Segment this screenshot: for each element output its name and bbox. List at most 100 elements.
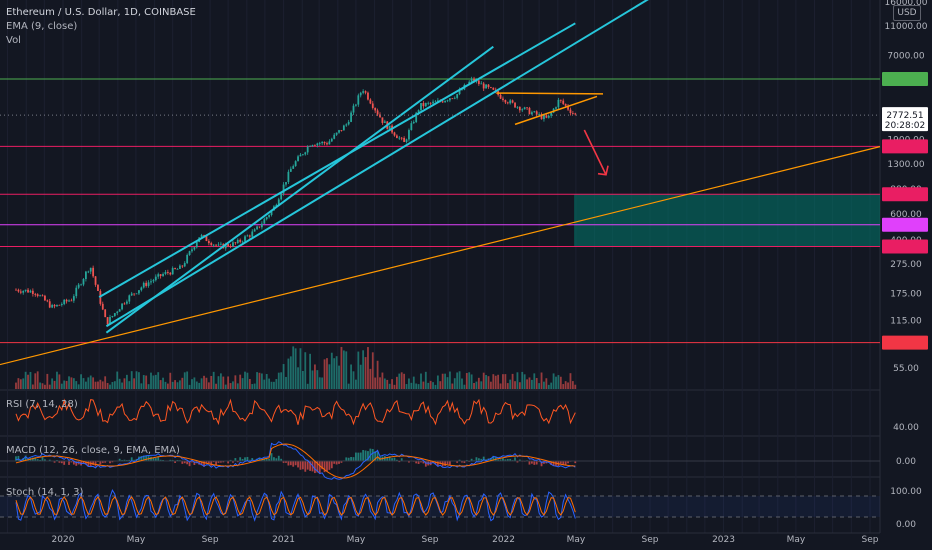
volume-bar <box>166 383 169 389</box>
macd-bar <box>140 456 143 462</box>
candle-body <box>56 304 58 307</box>
volume-bar <box>342 350 345 389</box>
candle-body <box>130 293 133 296</box>
rsi-label[interactable]: RSI (7, 14, 28) <box>6 399 78 410</box>
volume-bar <box>499 383 502 389</box>
candle-body <box>44 295 46 301</box>
candle-body <box>179 265 181 269</box>
currency-button[interactable]: USD <box>893 5 921 21</box>
macd-bar <box>318 461 321 474</box>
macd-bar <box>234 458 237 462</box>
candle-body <box>347 121 350 125</box>
macd-bar <box>44 459 46 462</box>
macd-label[interactable]: MACD (12, 26, close, 9, EMA, EMA) <box>6 445 180 456</box>
volume-bar <box>506 383 509 389</box>
macd-bar <box>200 461 203 466</box>
candle-body <box>111 315 114 317</box>
volume-bar <box>473 382 475 389</box>
macd-bar <box>193 461 196 465</box>
stoch-tick-label: 0.00 <box>896 520 916 530</box>
volume-bar <box>449 371 451 389</box>
volume-bar <box>530 379 533 389</box>
candle-body <box>282 184 285 194</box>
candle-body <box>477 80 480 84</box>
candle-body <box>461 89 463 91</box>
candle-body <box>75 287 78 297</box>
volume-bar <box>48 384 51 389</box>
candle-body <box>412 122 415 124</box>
macd-bar <box>301 461 304 470</box>
volume-bar <box>574 384 577 389</box>
volume-bar <box>323 359 326 389</box>
volume-bar <box>562 384 565 389</box>
macd-bar <box>326 461 328 472</box>
volume-bar <box>176 382 179 389</box>
ema-legend[interactable]: EMA (9, close) <box>6 21 78 32</box>
candle-body <box>357 95 360 105</box>
candle-body <box>359 92 362 96</box>
volume-legend[interactable]: Vol <box>6 35 21 46</box>
macd-bar <box>277 455 280 462</box>
macd-signal-line <box>15 443 576 479</box>
macd-bar <box>463 461 466 463</box>
macd-bar <box>518 459 521 462</box>
channel-extension-line <box>105 0 649 328</box>
stoch-label[interactable]: Stoch (14, 1, 3) <box>6 487 84 498</box>
volume-bar <box>523 374 526 389</box>
volume-bar <box>340 346 343 389</box>
candle-body <box>248 235 251 237</box>
rsi-line <box>15 398 576 426</box>
candle-body <box>287 171 290 183</box>
volume-bar <box>509 379 512 389</box>
volume-bar <box>477 377 480 389</box>
candle-body <box>355 104 357 106</box>
volume-bar <box>113 381 116 389</box>
candle-body <box>304 152 307 155</box>
volume-bar <box>51 378 54 389</box>
volume-bar <box>408 378 410 389</box>
candle-body <box>106 317 109 325</box>
last-price-label: 2772.51 <box>886 111 923 121</box>
macd-line <box>15 441 576 480</box>
candle-body <box>502 98 504 101</box>
candle-body <box>159 274 162 276</box>
macd-bar <box>408 461 410 463</box>
candle-body <box>241 241 244 243</box>
candle-body <box>234 242 237 244</box>
macd-bar <box>314 461 316 474</box>
macd-bar <box>574 461 577 464</box>
volume-bar <box>514 381 516 389</box>
rsi-tick-label: 40.00 <box>893 423 919 433</box>
candle-body <box>299 154 302 157</box>
candle-body <box>188 251 191 255</box>
macd-bar <box>470 458 473 462</box>
candle-body <box>270 210 273 215</box>
macd-bar <box>183 461 186 464</box>
volume-bar <box>314 364 316 389</box>
macd-bar <box>236 461 239 463</box>
candle-body <box>113 313 116 316</box>
last-price-tag <box>882 107 928 132</box>
volume-bar <box>222 376 225 389</box>
volume-bar <box>89 375 92 389</box>
volume-bar <box>304 352 307 389</box>
candle-body <box>251 231 254 237</box>
macd-bar <box>439 461 442 465</box>
volume-bar <box>571 381 574 389</box>
candle-body <box>183 263 186 267</box>
candle-body <box>135 293 138 295</box>
macd-bar <box>246 456 249 462</box>
macd-bar <box>157 456 160 462</box>
volume-bar <box>152 375 155 389</box>
candle-body <box>449 98 451 101</box>
volume-bar <box>220 373 222 389</box>
macd-bar <box>191 461 193 463</box>
price-tick-label: 175.00 <box>890 289 922 299</box>
macd-bar <box>72 461 75 465</box>
candle-body <box>470 78 473 82</box>
candle-body <box>374 107 377 111</box>
candle-body <box>294 161 297 167</box>
volume-bar <box>44 384 46 389</box>
candle-body <box>82 279 85 285</box>
